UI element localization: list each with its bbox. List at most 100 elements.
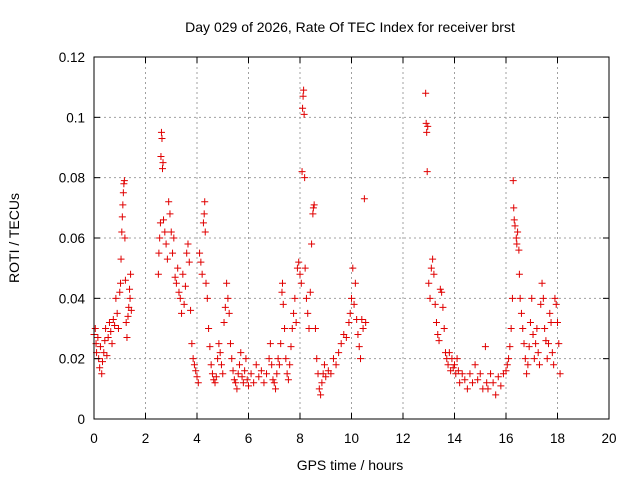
data-point	[257, 367, 265, 375]
data-point	[284, 376, 292, 384]
data-point	[101, 337, 109, 345]
data-point	[432, 318, 440, 326]
y-axis-label: ROTI / TECUs	[6, 193, 22, 283]
data-point	[225, 309, 233, 317]
data-point	[183, 249, 191, 257]
data-point	[533, 325, 541, 332]
data-point	[103, 352, 111, 360]
data-point	[300, 110, 308, 118]
data-point	[200, 210, 208, 218]
y-tick-label: 0.06	[59, 231, 85, 246]
data-point	[299, 92, 307, 100]
data-point	[548, 349, 556, 357]
data-point	[288, 325, 296, 332]
data-point	[212, 373, 220, 381]
data-point	[295, 258, 303, 266]
data-point	[120, 177, 128, 185]
data-point	[466, 370, 474, 378]
data-point	[350, 300, 358, 308]
data-point	[484, 385, 492, 393]
data-point	[172, 279, 180, 287]
data-point	[235, 361, 243, 369]
data-point	[185, 258, 193, 266]
data-point	[117, 279, 125, 287]
x-tick-label: 4	[193, 431, 201, 446]
data-point	[434, 331, 442, 339]
data-point	[102, 325, 110, 332]
data-point	[337, 340, 345, 348]
data-point	[524, 361, 532, 369]
data-point	[327, 370, 335, 378]
data-point	[157, 128, 165, 136]
data-point	[508, 294, 516, 302]
data-point	[422, 89, 430, 97]
data-point	[506, 343, 514, 351]
data-point	[517, 309, 525, 317]
data-point	[302, 294, 310, 302]
y-tick-label: 0.04	[59, 291, 86, 306]
data-point	[469, 379, 477, 387]
data-point	[169, 249, 177, 257]
data-point	[483, 379, 491, 387]
data-point	[521, 355, 529, 363]
data-point	[211, 379, 219, 387]
data-point	[159, 159, 167, 167]
data-point	[156, 234, 164, 242]
data-point	[301, 264, 309, 272]
data-point	[430, 270, 438, 278]
data-point	[438, 288, 446, 296]
data-point	[98, 358, 106, 366]
data-point	[126, 294, 134, 302]
data-point	[241, 367, 249, 375]
data-point	[509, 177, 517, 185]
data-point	[272, 385, 280, 393]
data-point	[117, 255, 125, 263]
data-point	[543, 355, 551, 363]
data-point	[247, 370, 255, 378]
data-point	[422, 119, 430, 127]
data-point	[228, 355, 236, 363]
data-point	[282, 355, 290, 363]
data-point	[546, 309, 554, 317]
data-point	[345, 318, 353, 326]
data-point	[252, 361, 260, 369]
data-point	[503, 361, 511, 369]
data-point	[311, 325, 319, 332]
data-point	[226, 340, 234, 348]
data-point	[512, 234, 520, 242]
data-point	[449, 364, 457, 372]
data-point	[534, 349, 542, 357]
data-point	[127, 270, 135, 278]
data-point	[206, 343, 214, 351]
data-point	[489, 379, 497, 387]
data-point	[292, 318, 300, 326]
data-point	[511, 222, 519, 230]
data-point	[98, 370, 106, 378]
data-point	[278, 279, 286, 287]
data-point	[109, 315, 117, 323]
data-point	[116, 288, 124, 296]
data-point	[451, 361, 458, 369]
data-point	[552, 300, 560, 308]
x-tick-label: 8	[296, 431, 304, 446]
data-point	[112, 294, 120, 302]
data-point	[250, 379, 258, 387]
data-point	[426, 294, 434, 302]
data-point	[301, 174, 309, 182]
data-point	[535, 361, 543, 369]
data-point	[277, 340, 285, 348]
x-axis-label: GPS time / hours	[297, 457, 404, 473]
data-point	[170, 234, 178, 242]
data-point	[166, 210, 174, 218]
data-point	[265, 355, 273, 363]
x-tick-label: 12	[395, 431, 410, 446]
data-point	[298, 168, 306, 176]
data-point	[474, 376, 482, 384]
data-point	[123, 334, 131, 342]
x-tick-label: 16	[498, 431, 513, 446]
data-point	[268, 361, 276, 369]
x-tick-label: 0	[90, 431, 98, 446]
x-tick-label: 2	[142, 431, 150, 446]
data-point	[237, 349, 245, 357]
data-point	[233, 385, 241, 393]
